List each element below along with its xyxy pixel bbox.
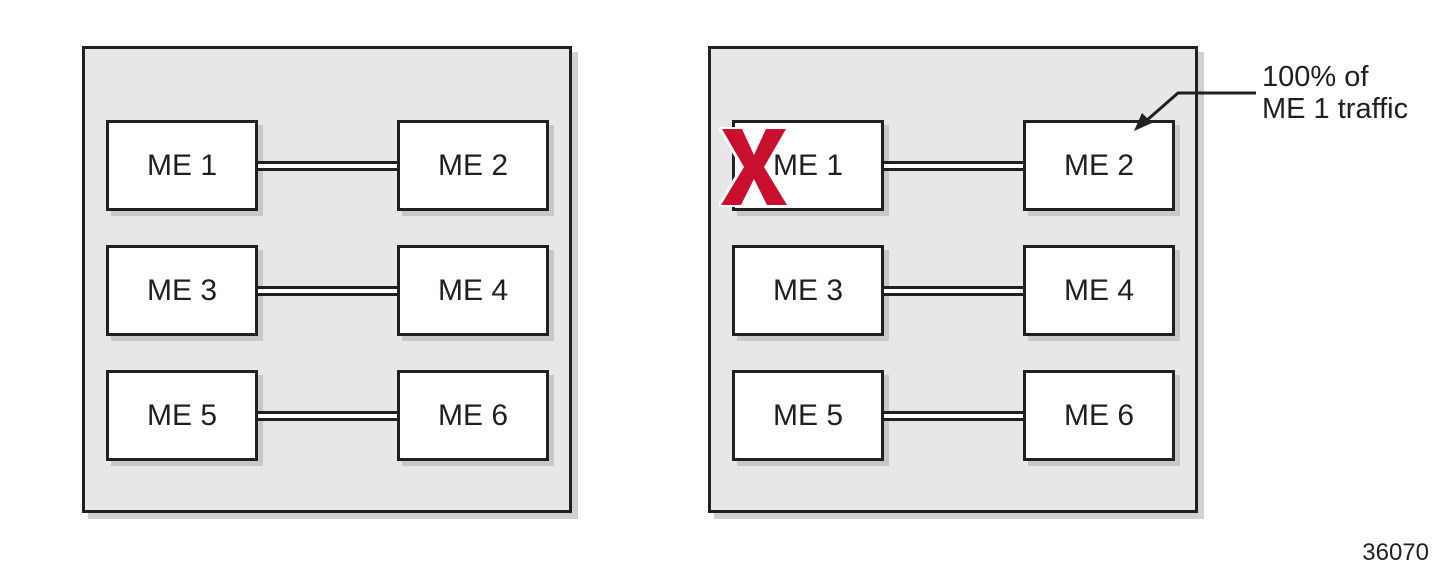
link-me5-me6 <box>884 411 1023 421</box>
figure-number: 36070 <box>1362 539 1429 566</box>
node-me3: ME 3 <box>732 245 884 336</box>
annotation-line2: ME 1 traffic <box>1262 93 1409 125</box>
link-me3-me4 <box>258 286 397 296</box>
node-me5: ME 5 <box>106 370 258 461</box>
right-panel: ME 1 ME 2 ME 3 ME 4 ME 5 ME 6 <box>708 46 1198 513</box>
node-me6: ME 6 <box>1023 370 1175 461</box>
node-me1: ME 1 <box>106 120 258 211</box>
node-me2: ME 2 <box>397 120 549 211</box>
node-me2: ME 2 <box>1023 120 1175 211</box>
link-me3-me4 <box>884 286 1023 296</box>
link-me1-me2 <box>884 161 1023 171</box>
link-me1-me2 <box>258 161 397 171</box>
node-me4: ME 4 <box>1023 245 1175 336</box>
node-me4: ME 4 <box>397 245 549 336</box>
x-icon <box>719 127 789 207</box>
node-me5: ME 5 <box>732 370 884 461</box>
left-panel: ME 1 ME 2 ME 3 ME 4 ME 5 ME 6 <box>82 46 572 513</box>
node-me3: ME 3 <box>106 245 258 336</box>
link-me5-me6 <box>258 411 397 421</box>
annotation-line1: 100% of <box>1262 61 1369 93</box>
node-me6: ME 6 <box>397 370 549 461</box>
